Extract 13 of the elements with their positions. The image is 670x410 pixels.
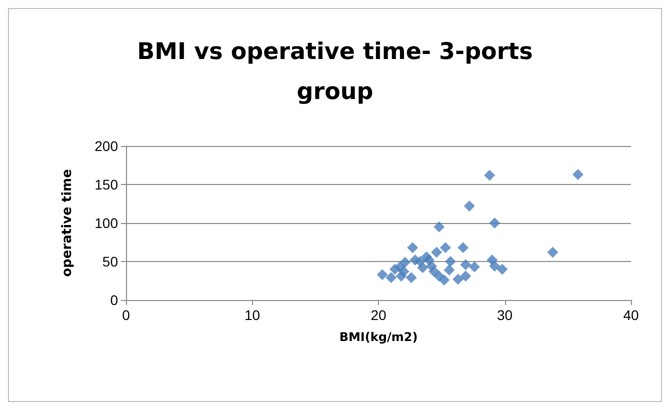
x-tick-label: 0 [122,307,130,323]
y-tick-label: 200 [94,138,118,154]
y-tick-label: 150 [94,176,118,192]
y-axis-title: operative time [60,168,75,277]
y-tick-label: 100 [94,215,118,231]
y-tick-label: 0 [110,292,118,308]
y-tick-label: 50 [102,254,118,270]
x-tick-label: 10 [244,307,260,323]
x-tick-label: 20 [370,307,386,323]
x-tick-label: 30 [496,307,513,323]
x-axis-title: BMI(kg/m2) [339,330,418,344]
x-tick-label: 40 [623,307,639,323]
chart-title: BMI vs operative time- 3-ports group [137,39,533,105]
